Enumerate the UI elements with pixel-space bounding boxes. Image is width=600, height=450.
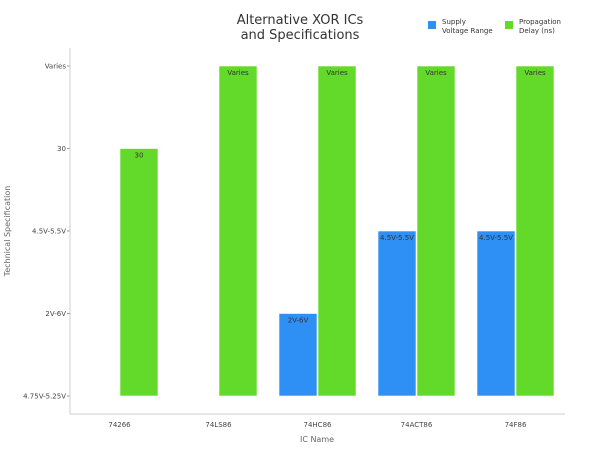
y-tick-label: 30 (57, 145, 66, 153)
y-axis-title: Technical Specification (3, 186, 12, 278)
propagation-delay-label: 30 (135, 152, 144, 160)
propagation-delay-label: Varies (425, 69, 447, 77)
chart-title-line-1: Alternative XOR ICs (237, 13, 364, 28)
supply-voltage-bar (377, 230, 417, 397)
supply-voltage-label: 4.5V-5.5V (479, 234, 513, 242)
propagation-delay-label: Varies (227, 69, 249, 77)
propagation-delay-bar (515, 65, 555, 397)
x-axis-ticks: 74266 74LS86 74HC86 74ACT86 74F86 (108, 421, 527, 429)
x-tick-label: 74LS86 (205, 421, 232, 429)
x-tick-label: 74F86 (505, 421, 527, 429)
propagation-delay-bar (218, 65, 258, 397)
propagation-delay-label: Varies (326, 69, 348, 77)
legend-swatch-supply (428, 21, 436, 29)
chart-title-line-2: and Specifications (241, 28, 360, 43)
x-axis-title: IC Name (300, 435, 334, 444)
legend-label-supply-line-1: Supply (442, 18, 466, 26)
x-tick-label: 74HC86 (304, 421, 333, 429)
y-tick-label: Varies (45, 63, 67, 71)
y-tick-label: 4.5V-5.5V (32, 228, 66, 236)
propagation-delay-label: Varies (524, 69, 546, 77)
legend: Supply Voltage Range Propagation Delay (… (428, 18, 561, 35)
propagation-delay-bar (416, 65, 456, 397)
legend-swatch-delay (505, 21, 513, 29)
propagation-delay-bar (119, 148, 159, 397)
x-tick-label: 74266 (108, 421, 131, 429)
bars (119, 65, 555, 397)
supply-voltage-label: 4.5V-5.5V (380, 234, 414, 242)
y-tick-label: 4.75V-5.25V (23, 393, 66, 401)
y-tick-label: 2V-6V (45, 310, 66, 318)
supply-voltage-label: 2V-6V (288, 317, 309, 325)
legend-label-supply-line-2: Voltage Range (442, 27, 493, 35)
supply-voltage-bar (476, 230, 516, 397)
bar-labels: 2V-6V 4.5V-5.5V 4.5V-5.5V 30 Varies Varies Var… (135, 69, 546, 325)
propagation-delay-bar (317, 65, 357, 397)
supply-voltage-bar (278, 313, 318, 397)
x-tick-label: 74ACT86 (401, 421, 433, 429)
legend-label-delay-line-2: Delay (ns) (519, 27, 555, 35)
legend-label-delay-line-1: Propagation (519, 18, 561, 26)
y-axis-ticks: 4.75V-5.25V 2V-6V 4.5V-5.5V 30 Varies (23, 63, 70, 401)
